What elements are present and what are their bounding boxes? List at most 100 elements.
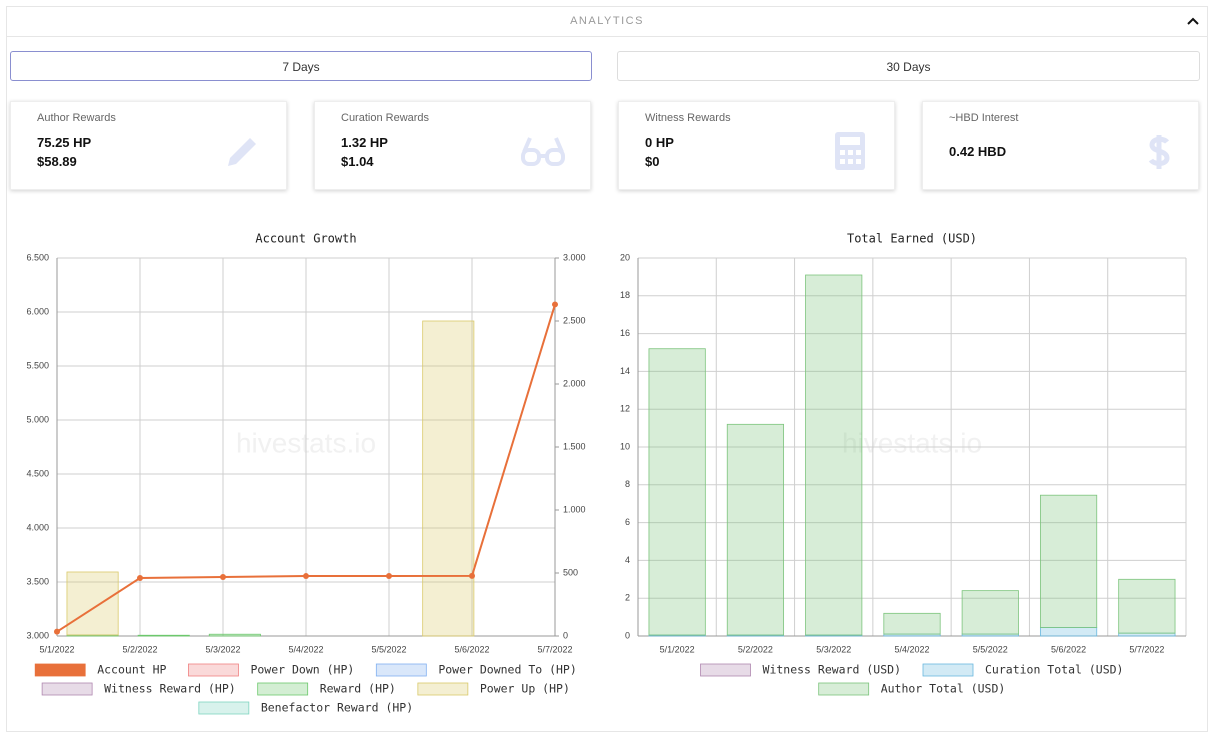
y-tick-label: 20 (620, 252, 630, 262)
y-tick-label: 18 (620, 290, 630, 300)
bar (137, 634, 190, 637)
y-tick-label: 5.000 (26, 414, 49, 424)
card-value: 0 HP (645, 135, 674, 150)
y2-tick-label: 0 (563, 630, 568, 640)
bar (1118, 578, 1176, 634)
y-tick-label: 4 (625, 555, 630, 565)
legend-label: Benefactor Reward (HP) (261, 701, 413, 715)
card-value: 1.32 HP (341, 135, 388, 150)
legend-label: Account HP (97, 663, 166, 677)
y-tick-label: 2 (625, 593, 630, 603)
y-tick-label: 6 (625, 517, 630, 527)
header-title[interactable]: ANALYTICS (6, 6, 1208, 37)
point (386, 572, 392, 579)
x-tick-label: 5/5/2022 (973, 644, 1008, 654)
bar (883, 612, 941, 635)
x-tick-label: 5/2/2022 (738, 644, 773, 654)
card-label: Author Rewards (37, 112, 116, 124)
card-author: Author Rewards 75.25 HP $58.89 (10, 101, 287, 190)
legend-label: Power Down (HP) (250, 663, 354, 677)
legend-swatch (375, 663, 427, 677)
y2-tick-label: 500 (563, 567, 578, 577)
y-tick-label: 14 (620, 366, 630, 376)
x-tick-label: 5/3/2022 (816, 644, 851, 654)
y2-tick-label: 2.500 (563, 315, 586, 325)
x-tick-label: 5/6/2022 (1051, 644, 1086, 654)
charts: Account Growth hivestats.io 3.000 3.500 4.00… (26, 232, 1187, 715)
legend-swatch (700, 663, 751, 677)
collapse-icon[interactable] (1186, 14, 1200, 28)
bar (422, 320, 475, 637)
card-label: ~HBD Interest (949, 112, 1019, 124)
bar (805, 274, 863, 636)
x-tick-label: 5/7/2022 (537, 644, 572, 654)
y2-tick-label: 1.500 (563, 441, 586, 451)
legend-label: Author Total (USD) (881, 682, 1006, 696)
x-tick-label: 5/4/2022 (288, 644, 323, 654)
legend-label: Reward (HP) (320, 682, 396, 696)
legend-swatch (34, 663, 86, 677)
legend-swatch (41, 682, 93, 696)
legend-swatch (922, 663, 974, 677)
x-tick-label: 5/5/2022 (371, 644, 406, 654)
bar (66, 571, 119, 636)
legend-swatch (198, 701, 250, 715)
y-tick-label: 12 (620, 404, 630, 414)
legend-label: Witness Reward (USD) (763, 663, 901, 677)
y-tick-label: 3.000 (26, 630, 49, 640)
y-tick-label: 4.000 (26, 522, 49, 532)
tab-7-days[interactable]: 7 Days (10, 51, 592, 81)
y-tick-label: 0 (625, 630, 630, 640)
glasses-icon (521, 137, 565, 166)
bar (1039, 627, 1098, 637)
point (303, 573, 309, 580)
x-tick-label: 5/7/2022 (1129, 644, 1164, 654)
point (469, 572, 475, 579)
dollar-icon (1148, 135, 1170, 169)
chart-title: Total Earned (USD) (847, 232, 977, 246)
point (54, 628, 60, 635)
legend-swatch (257, 682, 309, 696)
card-hbd: ~HBD Interest 0.42 HBD (922, 101, 1199, 190)
y2-tick-label: 1.000 (563, 504, 586, 514)
y-tick-label: 5.500 (26, 360, 49, 370)
card-value: $0 (645, 154, 660, 169)
legend-label: Power Downed To (HP) (438, 663, 576, 677)
y2-tick-label: 2.000 (563, 378, 586, 388)
bar (648, 348, 706, 636)
y2-tick-label: 3.000 (563, 252, 586, 262)
y-tick-label: 6.500 (26, 252, 49, 262)
pencil-icon (228, 138, 256, 166)
bar (726, 423, 785, 636)
legend-label: Witness Reward (HP) (104, 682, 236, 696)
point (220, 574, 226, 581)
x-tick-label: 5/6/2022 (454, 644, 489, 654)
card-value: 75.25 HP (37, 135, 92, 150)
legend-swatch (417, 682, 469, 696)
card-witness: Witness Rewards 0 HP $0 (618, 101, 895, 190)
point (137, 575, 143, 582)
legend-swatch (188, 663, 239, 677)
card-value: $58.89 (37, 154, 77, 169)
card-value: 0.42 HBD (949, 144, 1007, 159)
card-label: Witness Rewards (645, 112, 731, 124)
y-tick-label: 8 (625, 479, 630, 489)
legend-swatch (818, 682, 870, 696)
x-tick-label: 5/1/2022 (660, 644, 695, 654)
point (552, 301, 558, 308)
x-tick-label: 5/1/2022 (39, 644, 74, 654)
bar (1039, 494, 1098, 628)
card-curation: Curation Rewards 1.32 HP $1.04 (314, 101, 591, 190)
x-tick-label: 5/4/2022 (894, 644, 929, 654)
legend-label: Curation Total (USD) (985, 663, 1123, 677)
y-tick-label: 10 (620, 441, 630, 451)
chart-title: Account Growth (255, 232, 356, 246)
x-tick-label: 5/3/2022 (205, 644, 240, 654)
y-tick-label: 6.000 (26, 306, 49, 316)
panel (6, 6, 1208, 732)
x-tick-label: 5/2/2022 (122, 644, 157, 654)
tab-30-days[interactable]: 30 Days (617, 51, 1200, 81)
legend-label: Power Up (HP) (480, 682, 570, 696)
card-label: Curation Rewards (341, 112, 430, 124)
